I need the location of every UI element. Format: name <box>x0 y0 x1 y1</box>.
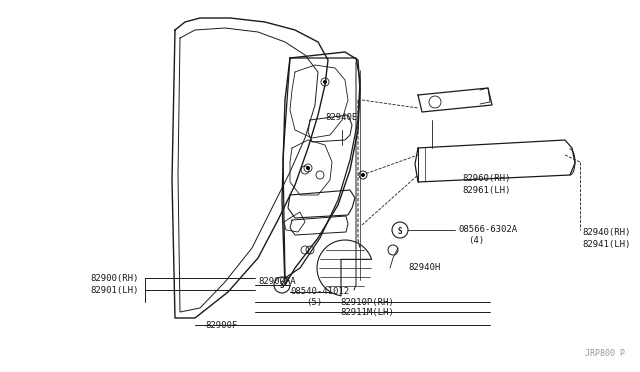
Text: S: S <box>280 282 284 291</box>
Text: 82901(LH): 82901(LH) <box>90 285 138 295</box>
Circle shape <box>323 80 327 84</box>
Circle shape <box>361 173 365 177</box>
Text: (5): (5) <box>306 298 322 307</box>
Text: 82941(LH): 82941(LH) <box>582 240 630 248</box>
Text: (4): (4) <box>468 237 484 246</box>
Text: 82940(RH): 82940(RH) <box>582 228 630 237</box>
Text: 82960(RH): 82960(RH) <box>462 173 510 183</box>
Text: 82911M(LH): 82911M(LH) <box>340 308 394 317</box>
Circle shape <box>306 166 310 170</box>
Text: 82900FA: 82900FA <box>258 276 296 285</box>
Text: JRP800 P: JRP800 P <box>585 349 625 358</box>
Text: 82940H: 82940H <box>408 263 440 273</box>
Text: S: S <box>397 227 403 235</box>
Text: 82940E: 82940E <box>326 113 358 122</box>
Text: 82961(LH): 82961(LH) <box>462 186 510 195</box>
Text: 08540-41012: 08540-41012 <box>290 286 349 295</box>
Text: 08566-6302A: 08566-6302A <box>458 224 517 234</box>
Text: 82900F: 82900F <box>205 321 237 330</box>
Text: 82900(RH): 82900(RH) <box>90 273 138 282</box>
Text: 82910P(RH): 82910P(RH) <box>340 298 394 307</box>
